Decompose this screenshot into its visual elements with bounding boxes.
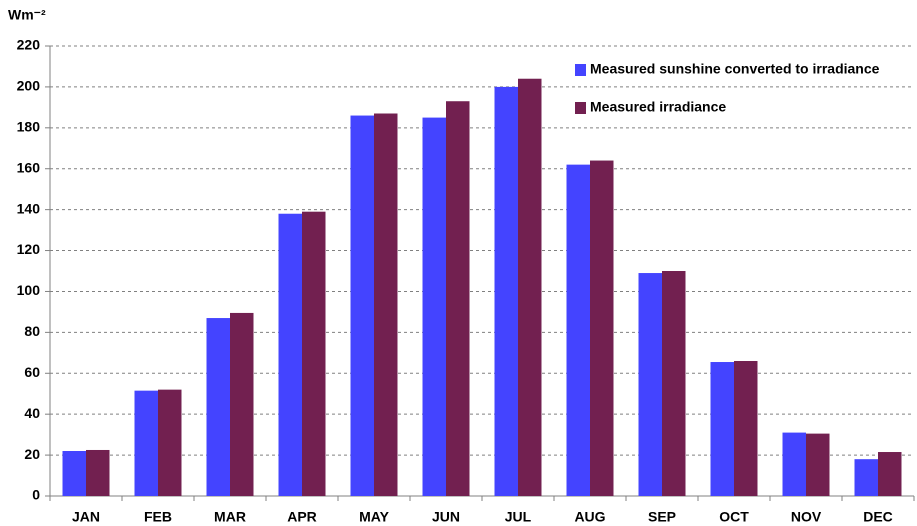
y-tick-label: 120 (17, 241, 41, 257)
legend-swatch (575, 64, 586, 76)
x-tick-label: JUN (432, 509, 460, 525)
legend-label: Measured irradiance (590, 99, 726, 115)
bar (590, 160, 614, 496)
bar (662, 271, 686, 496)
bar (878, 452, 902, 496)
y-tick-label: 80 (24, 323, 40, 339)
bar (854, 459, 878, 496)
x-tick-label: OCT (719, 509, 749, 525)
bar (422, 117, 446, 496)
bar (158, 389, 182, 496)
legend-swatch (575, 102, 586, 114)
x-tick-label: AUG (574, 509, 605, 525)
y-tick-label: 160 (17, 159, 41, 175)
x-tick-label: DEC (863, 509, 893, 525)
y-tick-label: 140 (17, 200, 41, 216)
y-tick-label: 100 (17, 282, 41, 298)
bar (446, 101, 470, 497)
bar (734, 361, 758, 496)
y-tick-label: 200 (17, 78, 41, 94)
bar (206, 318, 230, 496)
x-tick-label: SEP (648, 509, 676, 525)
bar (494, 86, 518, 496)
bar (710, 362, 734, 496)
y-axis-label: Wm⁻² (8, 7, 46, 23)
bar (782, 432, 806, 496)
y-tick-label: 220 (17, 37, 41, 53)
bar (302, 211, 326, 496)
bar (230, 312, 254, 496)
bar (350, 115, 374, 496)
bar (134, 390, 158, 496)
x-tick-label: FEB (144, 509, 172, 525)
y-tick-label: 40 (24, 405, 40, 421)
y-tick-label: 60 (24, 364, 40, 380)
bar (62, 451, 86, 496)
x-tick-label: NOV (791, 509, 822, 525)
x-tick-label: JUL (505, 509, 532, 525)
bar (86, 449, 110, 496)
y-tick-label: 20 (24, 446, 40, 462)
y-tick-label: 180 (17, 119, 41, 135)
y-tick-label: 0 (32, 487, 40, 503)
bar (806, 433, 830, 496)
bar (278, 213, 302, 496)
bar (638, 273, 662, 496)
bar (566, 164, 590, 497)
bar (374, 113, 398, 496)
x-tick-label: MAR (214, 509, 246, 525)
bar (518, 78, 542, 497)
legend-label: Measured sunshine converted to irradianc… (590, 61, 880, 77)
x-tick-label: MAY (359, 509, 389, 525)
x-tick-label: JAN (72, 509, 100, 525)
x-tick-label: APR (287, 509, 317, 525)
